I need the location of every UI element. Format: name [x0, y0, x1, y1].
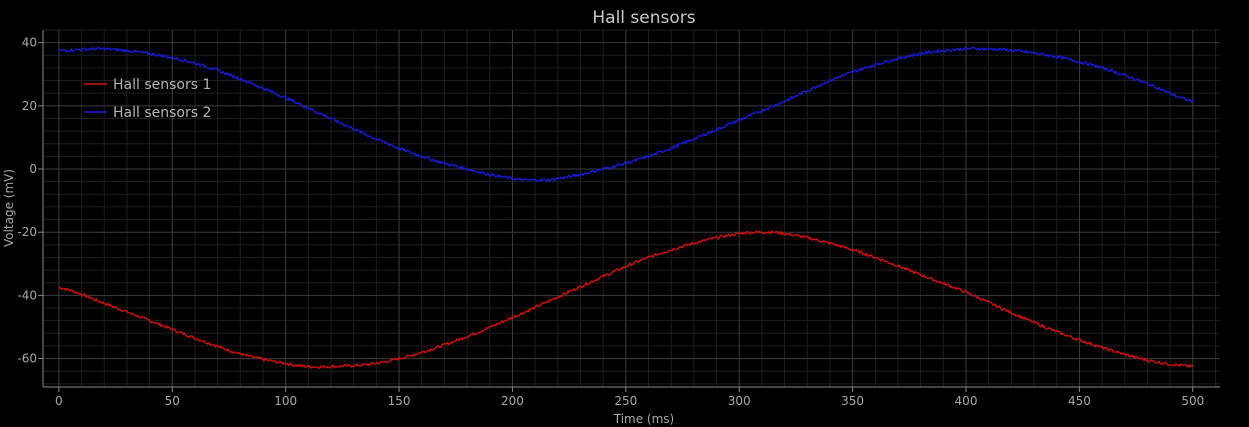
y-tick-label: -60 — [17, 352, 37, 366]
x-tick-label: 250 — [614, 394, 637, 408]
y-tick-label: -40 — [17, 288, 37, 302]
x-tick-label: 500 — [1181, 394, 1204, 408]
legend: Hall sensors 1 Hall sensors 2 — [84, 77, 211, 121]
y-tick-label: 40 — [22, 36, 37, 50]
x-tick-label: 350 — [841, 394, 864, 408]
x-tick-label: 150 — [388, 394, 411, 408]
axes: 0 50 100 150 200 250 300 350 400 450 500 -60 -40 -20 0… — [17, 30, 1220, 408]
y-axis-label: Voltage (mV) — [2, 169, 16, 247]
legend-label-2: Hall sensors 2 — [113, 105, 211, 121]
series-line-2 — [58, 46, 1194, 183]
x-tick-label: 300 — [728, 394, 751, 408]
series-lines — [58, 46, 1194, 369]
x-tick-label: 200 — [501, 394, 524, 408]
y-tick-label: 0 — [29, 162, 37, 176]
x-tick-label: 50 — [165, 394, 180, 408]
x-tick-label: 450 — [1068, 394, 1091, 408]
x-axis-label: Time (ms) — [613, 412, 675, 426]
legend-label-1: Hall sensors 1 — [113, 77, 211, 93]
x-tick-label: 100 — [274, 394, 297, 408]
x-tick-label: 400 — [955, 394, 978, 408]
y-tick-label: 20 — [22, 99, 37, 113]
x-tick-label: 0 — [55, 394, 63, 408]
chart-title: Hall sensors — [592, 8, 695, 28]
y-tick-label: -20 — [17, 225, 37, 239]
series-line-1 — [58, 230, 1194, 369]
